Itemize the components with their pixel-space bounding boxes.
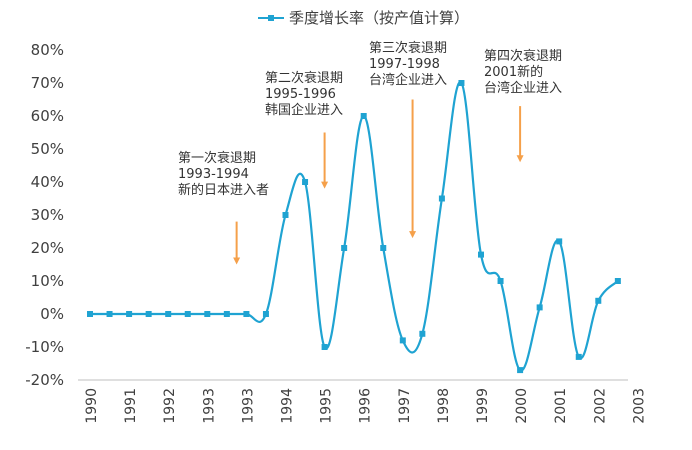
data-point [106,311,113,317]
legend-label: 季度增长率（按产值计算） [289,9,469,27]
x-tick-label: 2003 [631,388,647,424]
data-point [517,367,524,374]
x-axis: 1990 1991 1992 1993 1993 1994 1995 1996 1997 1998… [78,379,647,424]
data-point [243,311,250,317]
x-tick-label: 1999 [475,388,491,424]
x-tick-label: 1997 [397,388,413,424]
data-point [87,311,93,317]
x-tick-label: 1991 [123,388,139,424]
series-line [90,81,619,372]
data-point [556,238,563,245]
annotation-first-line: 第一次衰退期 [178,150,256,166]
y-tick-label: 80% [31,41,64,59]
data-point [575,353,582,360]
data-point [165,311,172,317]
annotation-second-arrowhead [321,181,329,189]
annotation-third-line: 1997-1998 [369,57,440,72]
y-tick-label: 60% [31,107,64,125]
data-point [478,251,484,258]
x-tick-label: 1996 [358,388,374,424]
x-tick-label: 1993 [201,388,217,424]
annotation-fourth-line: 2001新的 [484,64,543,80]
annotation-second-line: 1995-1996 [265,87,336,102]
annotation-second-line: 第二次衰退期 [265,70,343,86]
series-layer [87,80,621,374]
annotation-fourth-line: 第四次衰退期 [484,48,562,64]
data-point [223,311,230,317]
annotation-first-line: 新的日本进入者 [178,182,269,198]
annotation-fourth-line: 台湾企业进入 [484,80,562,96]
x-tick-label: 1998 [436,388,452,424]
annotation-fourth-arrowhead [516,155,524,163]
data-point [380,245,387,251]
y-tick-label: 40% [31,173,64,191]
data-point [497,278,504,284]
data-point [614,278,621,284]
y-tick-label: 0% [40,305,64,323]
annotation-first-line: 1993-1994 [178,167,249,182]
data-point [536,304,543,311]
data-point [419,330,426,337]
x-tick-label: 2001 [553,388,569,424]
data-point [341,245,348,251]
x-tick-label: 2002 [592,388,608,424]
data-point [321,344,328,350]
data-point [458,80,465,86]
y-axis: -20% -10% 0% 10% 20% 30% 40% 50% 60% 70% 80% [25,41,64,389]
data-point [399,337,406,344]
y-tick-label: 70% [31,74,64,92]
data-point [302,179,309,185]
y-tick-label: 10% [31,272,64,290]
annotation-second-line: 韩国企业进入 [265,102,343,118]
data-point [262,311,269,317]
data-point [204,311,211,317]
annotation-third-line: 台湾企业进入 [369,72,447,88]
x-tick-label: 1995 [319,388,335,424]
legend-marker-swatch [268,15,274,21]
data-point [282,212,289,218]
data-point [438,195,445,202]
legend: 季度增长率（按产值计算） [258,9,469,27]
y-tick-label: 50% [31,140,64,158]
x-tick-label: 1990 [84,388,100,424]
y-tick-label: -10% [25,338,64,356]
y-tick-label: 30% [31,206,64,224]
x-tick-label: 1993 [240,388,256,424]
x-tick-label: 1992 [162,388,178,424]
data-point [145,311,152,317]
y-tick-label: -20% [25,371,64,389]
annotation-third-arrowhead [409,231,417,239]
y-tick-label: 20% [31,239,64,257]
data-point [126,311,133,317]
annotation-first-arrowhead [233,257,241,265]
x-tick-label: 1994 [280,388,296,424]
data-point [595,297,602,304]
x-tick-label: 2000 [514,388,530,424]
data-point [184,311,191,317]
annotation-third-line: 第三次衰退期 [369,40,447,56]
data-point [360,113,367,119]
